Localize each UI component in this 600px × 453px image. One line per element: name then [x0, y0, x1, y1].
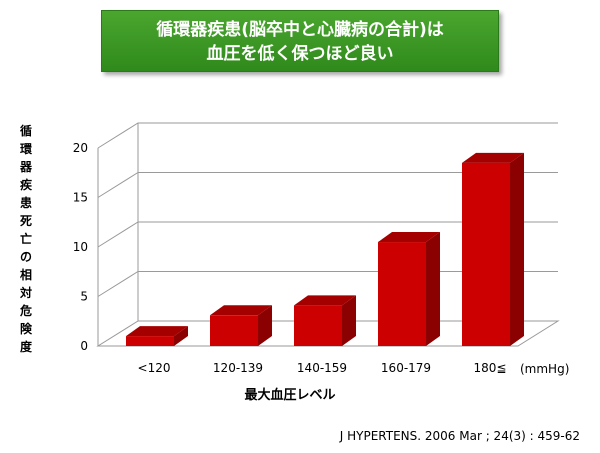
y-tick-label: 0: [80, 339, 88, 353]
gridline: [97, 221, 558, 248]
x-axis-unit: (mmHg): [520, 362, 570, 376]
bar-layer: [126, 152, 524, 346]
bar-side: [426, 232, 440, 346]
bar-side: [342, 295, 356, 346]
y-tick-label: 5: [80, 290, 88, 304]
bar: [210, 305, 272, 346]
y-tick-layer: 0 5 10 15 20: [73, 141, 88, 353]
x-tick-label: 140-159: [297, 361, 347, 375]
x-tick-label: 120-139: [213, 361, 263, 375]
bar-front: [210, 315, 258, 346]
gridline: [97, 122, 558, 149]
bar-top: [126, 326, 188, 337]
bar-top: [378, 232, 440, 243]
x-tick-label: <120: [138, 361, 171, 375]
bar-front: [462, 162, 510, 346]
chart-title-line-1: 循環器疾患(脳卒中と心臓病の合計)は: [156, 20, 444, 40]
bar-side: [174, 326, 188, 346]
bar: [126, 326, 188, 346]
x-tick-label: 160-179: [381, 361, 431, 375]
bar-side: [258, 305, 272, 346]
chart-title: 循環器疾患(脳卒中と心臓病の合計)は 血圧を低く保つほど良い: [101, 10, 499, 72]
y-tick-label: 10: [73, 240, 88, 254]
x-tick-label: 180≦: [474, 361, 507, 375]
chart-title-line-2: 血圧を低く保つほど良い: [206, 44, 394, 64]
x-axis-label: 最大血圧レベル: [244, 388, 336, 403]
bar-top: [294, 295, 356, 306]
bar-top: [462, 152, 524, 163]
gridline: [97, 172, 558, 198]
bar: [294, 295, 356, 346]
y-tick-label: 20: [73, 141, 88, 155]
bar: [378, 232, 440, 346]
bar: [462, 152, 524, 346]
source-citation: J HYPERTENS. 2006 Mar ; 24(3) : 459-62: [339, 429, 580, 443]
bar-front: [126, 336, 174, 346]
bar-side: [510, 152, 524, 346]
y-axis-label: 循環器疾患死亡の相対危険度: [19, 124, 32, 354]
y-tick-label: 15: [73, 191, 88, 205]
bar-front: [378, 242, 426, 346]
x-tick-layer: <120 120-139 140-159 160-179 180≦: [138, 361, 507, 375]
bar-front: [294, 305, 342, 346]
bar-top: [210, 305, 272, 316]
